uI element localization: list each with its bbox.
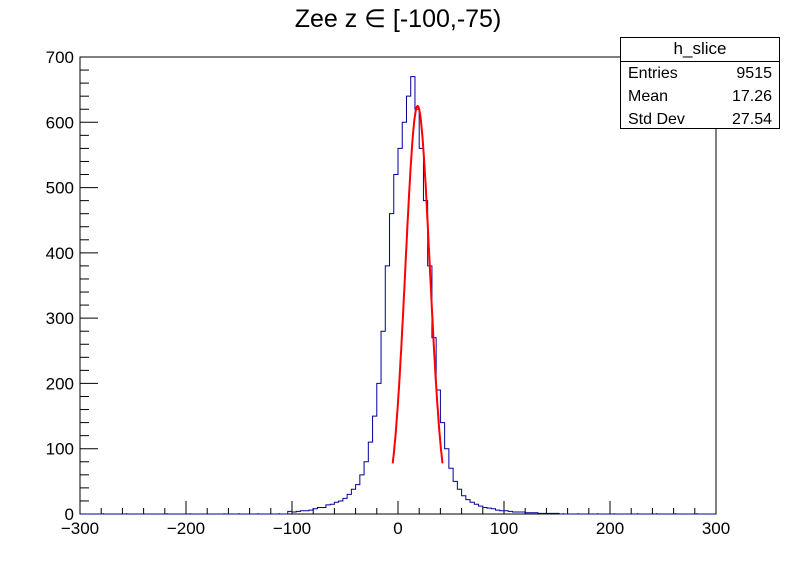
y-tick-label: 200 [46, 374, 74, 393]
y-tick-label: 300 [46, 309, 74, 328]
stats-value: 9515 [736, 65, 772, 82]
y-tick-label: 100 [46, 440, 74, 459]
gaussian-fit-curve [391, 104, 444, 464]
stats-row-mean: Mean 17.26 [621, 85, 779, 108]
histogram-series [80, 76, 716, 515]
stats-label: Mean [628, 88, 669, 105]
stats-box-title: h_slice [621, 38, 779, 62]
stats-value: 17.26 [731, 88, 772, 105]
stats-box: h_slice Entries 9515 Mean 17.26 Std Dev … [620, 37, 780, 129]
x-tick-label: 0 [393, 519, 402, 538]
x-tick-label: −300 [61, 519, 99, 538]
y-tick-label: 600 [46, 113, 74, 132]
stats-row-entries: Entries 9515 [621, 62, 779, 85]
y-tick-label: 400 [46, 244, 74, 263]
stats-label: Std Dev [628, 111, 685, 128]
x-tick-label: 100 [490, 519, 518, 538]
x-tick-label: −200 [167, 519, 205, 538]
x-tick-label: −100 [273, 519, 311, 538]
chart-title: Zee z ∈ [-100,-75) [294, 5, 502, 33]
x-tick-label: 300 [702, 519, 730, 538]
stats-row-stddev: Std Dev 27.54 [621, 108, 779, 131]
stats-label: Entries [628, 65, 678, 82]
y-tick-label: 0 [65, 505, 74, 524]
y-tick-label: 700 [46, 48, 74, 67]
y-tick-label: 500 [46, 179, 74, 198]
x-tick-label: 200 [596, 519, 624, 538]
stats-value: 27.54 [731, 111, 772, 128]
